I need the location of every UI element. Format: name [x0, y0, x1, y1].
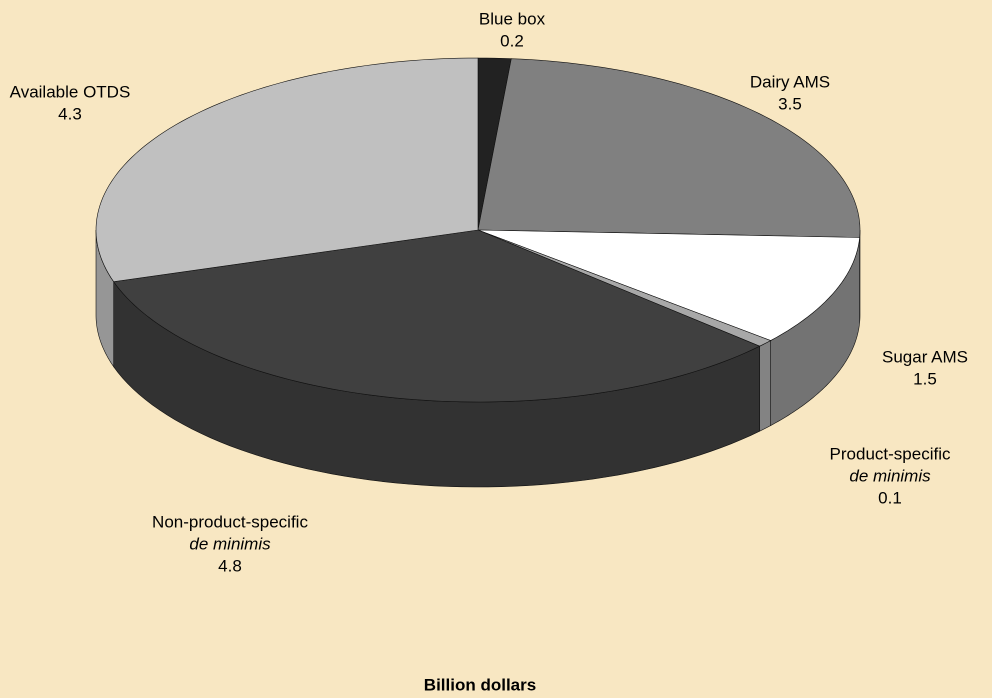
pie-slice	[477, 58, 861, 238]
slice-label: de minimis	[189, 534, 271, 553]
slice-value: 0.2	[500, 31, 524, 50]
pie-side	[759, 340, 771, 432]
slice-value: 0.1	[878, 488, 902, 507]
slice-label: de minimis	[849, 466, 931, 485]
slice-value: 4.3	[58, 104, 82, 123]
slice-label: Non-product-specific	[152, 512, 308, 531]
pie-slice	[113, 229, 761, 403]
tops	[95, 57, 861, 403]
pie-slice	[95, 57, 479, 283]
sides	[95, 229, 861, 488]
slice-value: 3.5	[778, 94, 802, 113]
slice-label: Available OTDS	[10, 82, 131, 101]
slice-label: Dairy AMS	[750, 72, 830, 91]
slice-label: Sugar AMS	[882, 347, 968, 366]
pie-slice	[477, 229, 860, 341]
x-axis-label: Billion dollars	[424, 675, 536, 694]
slice-label: Product-specific	[830, 444, 951, 463]
slice-value: 4.8	[218, 556, 242, 575]
slice-value: 1.5	[913, 369, 937, 388]
slice-label: Blue box	[479, 9, 546, 28]
